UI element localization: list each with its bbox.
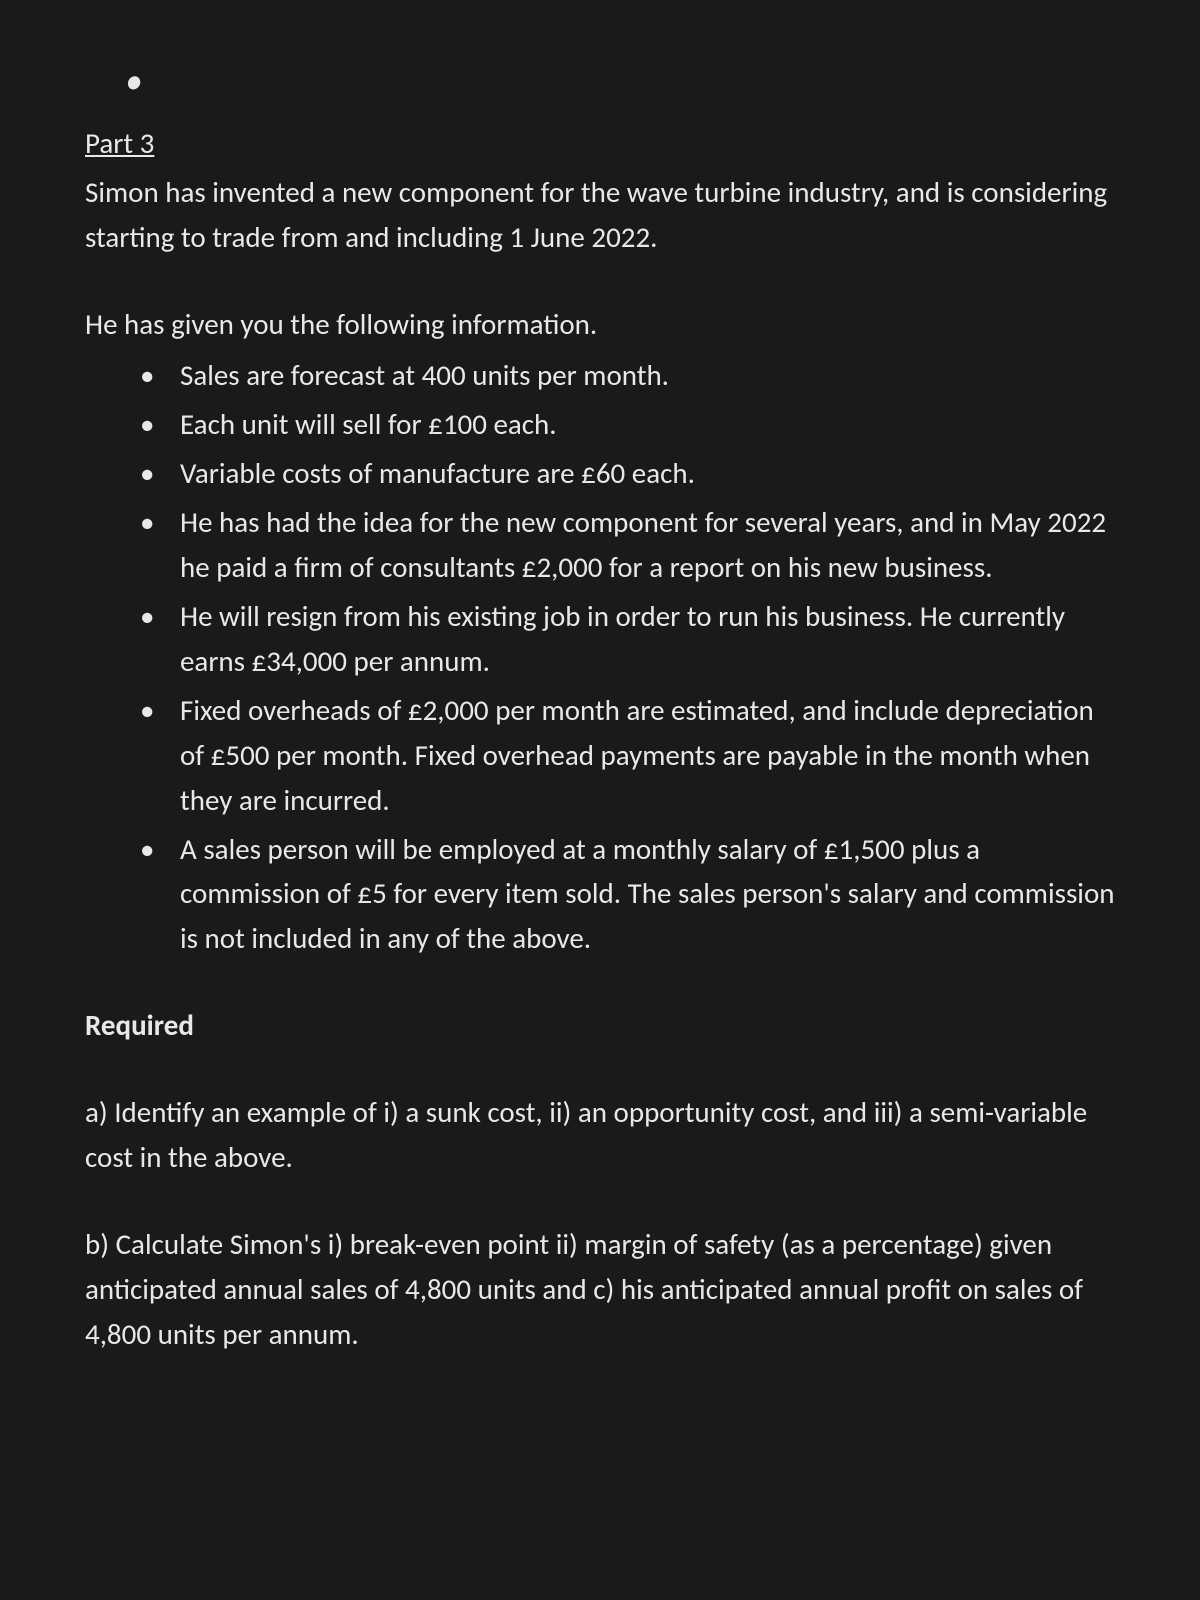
list-item: He has had the idea for the new componen… <box>85 500 1115 590</box>
intro-paragraph: Simon has invented a new component for t… <box>85 170 1115 260</box>
part-title: Part 3 <box>85 121 1115 166</box>
stray-bullet-mark: ● <box>125 60 1115 103</box>
list-item: Sales are forecast at 400 units per mont… <box>85 353 1115 398</box>
list-item: Fixed overheads of £2,000 per month are … <box>85 688 1115 823</box>
document-page: ● Part 3 Simon has invented a new compon… <box>0 0 1200 1459</box>
question-a: a) Identify an example of i) a sunk cost… <box>85 1090 1115 1180</box>
list-item: Variable costs of manufacture are £60 ea… <box>85 451 1115 496</box>
question-b: b) Calculate Simon's i) break-even point… <box>85 1222 1115 1357</box>
list-item: He will resign from his existing job in … <box>85 594 1115 684</box>
info-lead: He has given you the following informati… <box>85 302 1115 347</box>
list-item: A sales person will be employed at a mon… <box>85 827 1115 962</box>
required-heading: Required <box>85 1003 1115 1048</box>
list-item: Each unit will sell for £100 each. <box>85 402 1115 447</box>
facts-list: Sales are forecast at 400 units per mont… <box>85 353 1115 961</box>
